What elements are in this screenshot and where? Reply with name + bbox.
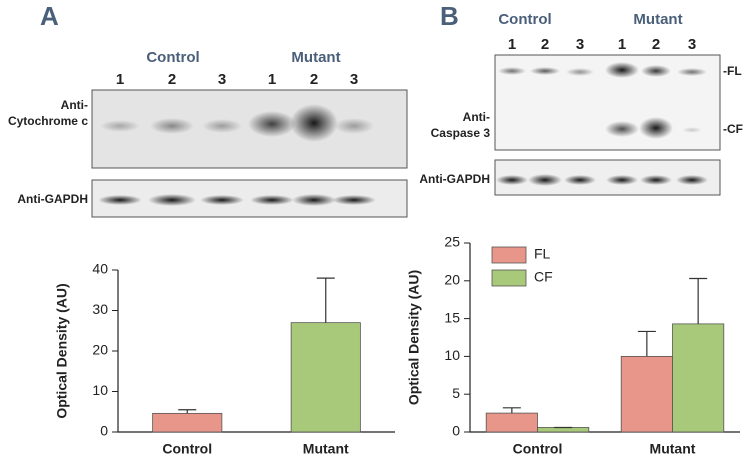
blot-label: Anti- <box>61 98 88 112</box>
error-bar <box>178 409 197 414</box>
bands <box>98 104 376 206</box>
lane-label: 1 <box>116 71 124 88</box>
blot-label: Cytochrome c <box>8 114 88 128</box>
blot-label: Anti-GAPDH <box>17 192 88 206</box>
y-axis-label: Optical Density (AU) <box>406 270 422 405</box>
y-tick-label: 20 <box>92 342 108 358</box>
y-axis-label: Optical Density (AU) <box>54 283 70 418</box>
x-tick-label: Control <box>513 441 563 457</box>
lane-label: 2 <box>310 71 318 88</box>
x-tick-label: Mutant <box>303 441 349 457</box>
y-tick-label: 40 <box>92 261 108 277</box>
y-tick-label: 25 <box>444 234 460 250</box>
y-tick-label: 5 <box>452 385 460 401</box>
blot-label: Caspase 3 <box>431 126 491 140</box>
x-tick-label: Control <box>162 441 212 457</box>
lane-label: 1 <box>618 36 626 53</box>
legend-swatch <box>491 269 527 287</box>
y-tick-label: 20 <box>444 272 460 288</box>
legend-label: CF <box>534 269 553 285</box>
group-label: Mutant <box>291 49 340 66</box>
lane-label: 3 <box>688 36 696 53</box>
bar <box>485 412 538 433</box>
legend-label: FL <box>534 246 551 262</box>
y-tick-label: 0 <box>100 423 108 439</box>
blot-label: Anti- <box>463 110 490 124</box>
group-label: Control <box>498 11 551 28</box>
bar <box>290 322 361 433</box>
lane-label: 1 <box>508 36 516 53</box>
band-label: -FL <box>723 64 742 78</box>
y-tick-label: 15 <box>444 309 460 325</box>
lane-label: 3 <box>218 71 226 88</box>
y-tick-label: 30 <box>92 301 108 317</box>
lane-label: 1 <box>268 71 276 88</box>
blot-label: Anti-GAPDH <box>419 172 490 186</box>
lane-label: 2 <box>541 36 549 53</box>
lane-label: 2 <box>168 71 176 88</box>
legend-swatch <box>491 246 527 264</box>
error-bar <box>637 330 656 357</box>
band-label: -CF <box>723 122 743 136</box>
bar <box>620 355 673 433</box>
lane-label: 3 <box>350 71 358 88</box>
y-tick-label: 10 <box>92 382 108 398</box>
error-bar <box>316 277 335 323</box>
bar <box>537 427 590 433</box>
bar <box>152 412 223 433</box>
panel-letter: B <box>440 1 459 31</box>
error-bar <box>502 407 521 414</box>
panel-letter: A <box>40 1 59 31</box>
lane-label: 3 <box>576 36 584 53</box>
group-label: Mutant <box>633 11 682 28</box>
x-tick-label: Mutant <box>650 441 696 457</box>
bands <box>496 62 708 186</box>
bar <box>672 323 725 433</box>
y-tick-label: 10 <box>444 347 460 363</box>
group-label: Control <box>146 49 199 66</box>
lane-label: 2 <box>652 36 660 53</box>
error-bar <box>689 277 708 324</box>
y-tick-label: 0 <box>452 423 460 439</box>
